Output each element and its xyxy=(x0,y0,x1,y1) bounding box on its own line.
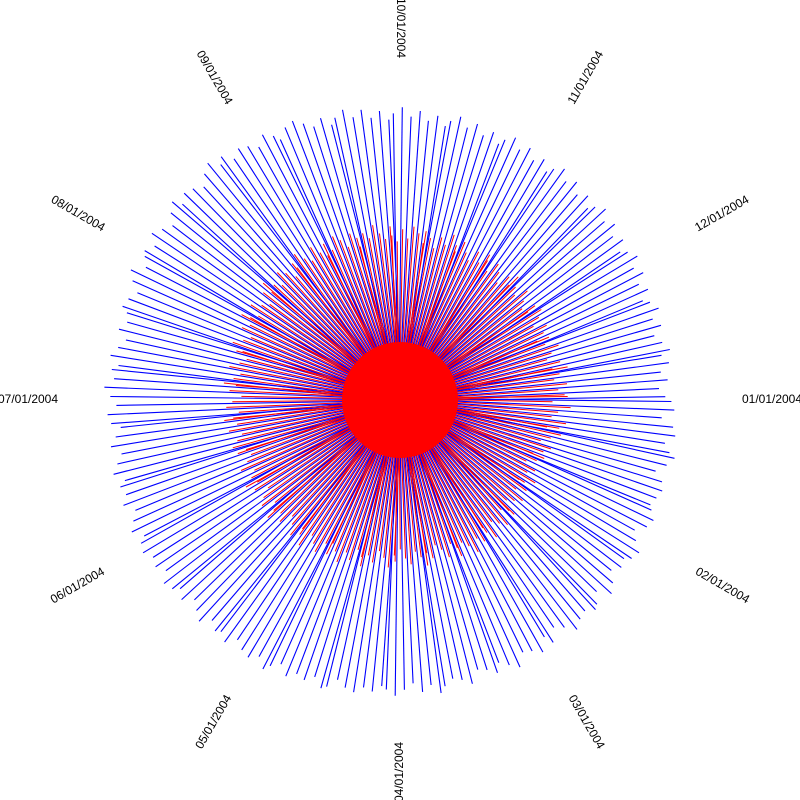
tick-label-7: 08/01/2004 xyxy=(49,192,108,234)
tick-label-5: 06/01/2004 xyxy=(48,564,107,606)
tick-label-8: 09/01/2004 xyxy=(194,48,236,107)
radial-bars-layer xyxy=(104,107,676,696)
tick-label-2: 03/01/2004 xyxy=(566,692,608,751)
tick-label-10: 11/01/2004 xyxy=(564,48,606,107)
tick-label-9: 10/01/2004 xyxy=(394,0,408,58)
tick-label-6: 07/01/2004 xyxy=(0,392,58,406)
tick-label-0: 01/01/2004 xyxy=(742,392,800,406)
tick-label-3: 04/01/2004 xyxy=(392,742,406,800)
tick-label-11: 12/01/2004 xyxy=(692,192,751,234)
tick-label-1: 02/01/2004 xyxy=(693,564,752,606)
dense-core xyxy=(342,342,458,458)
tick-label-4: 05/01/2004 xyxy=(192,692,234,751)
